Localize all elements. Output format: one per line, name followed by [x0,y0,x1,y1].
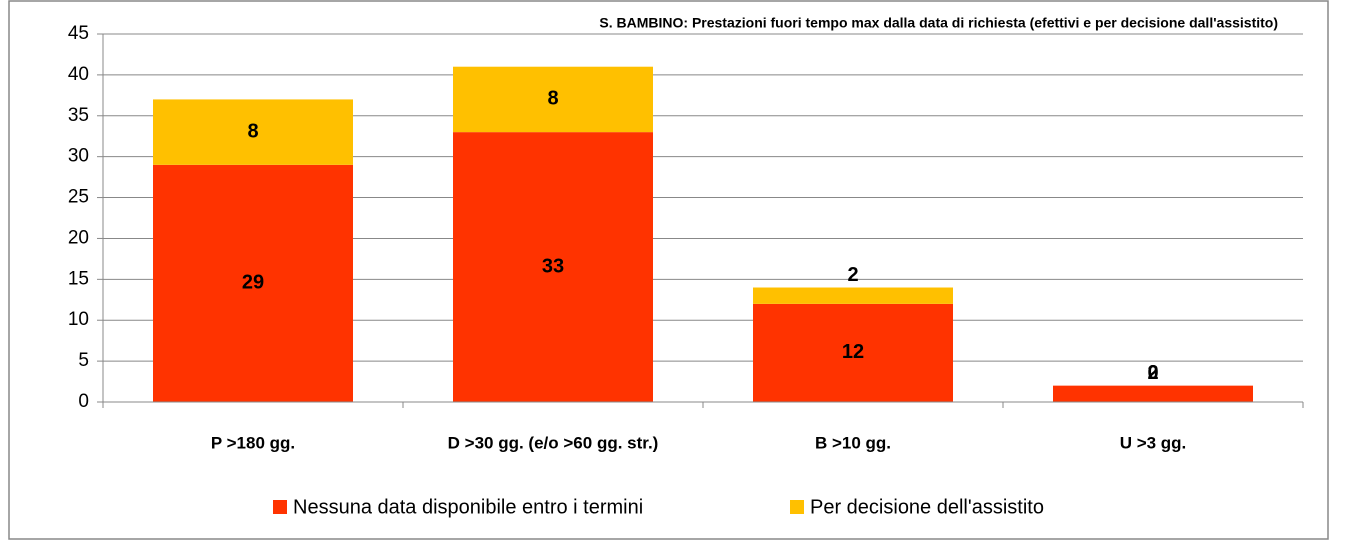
bar-segment [453,132,653,402]
y-tick-label: 0 [78,391,89,412]
x-tick-label: D >30 gg. (e/o >60 gg. str.) [448,433,659,452]
data-label: 33 [542,255,564,277]
y-tick-label: 30 [68,146,89,167]
y-tick-label: 45 [68,23,89,44]
bar-segment [753,303,953,402]
y-tick-label: 15 [68,268,89,289]
bar-segment [753,287,953,304]
legend-label: Per decisione dell'assistito [810,496,1044,518]
data-label: 8 [547,88,558,110]
y-tick-label: 40 [68,64,89,85]
y-tick-label: 20 [68,227,89,248]
bar-segment [1053,385,1253,402]
x-tick-label: U >3 gg. [1120,433,1187,452]
data-label: 29 [242,272,264,294]
data-label: 12 [842,341,864,363]
legend-swatch [790,500,804,514]
chart-title: S. BAMBINO: Prestazioni fuori tempo max … [599,15,1278,31]
bar-segment [153,99,353,165]
data-label: 2 [1147,362,1158,384]
y-tick-label: 5 [78,350,89,371]
legend-swatch [273,500,287,514]
data-label: 2 [847,264,858,286]
data-label: 8 [247,120,258,142]
bar-segment [153,164,353,402]
legend-label: Nessuna data disponibile entro i termini [293,496,643,518]
y-tick-label: 10 [68,309,89,330]
x-tick-label: P >180 gg. [211,433,295,452]
y-tick-label: 25 [68,187,89,208]
bar-segment [453,66,653,133]
data-label: 0 [1147,362,1158,384]
y-tick-label: 35 [68,105,89,126]
x-tick-label: B >10 gg. [815,433,891,452]
